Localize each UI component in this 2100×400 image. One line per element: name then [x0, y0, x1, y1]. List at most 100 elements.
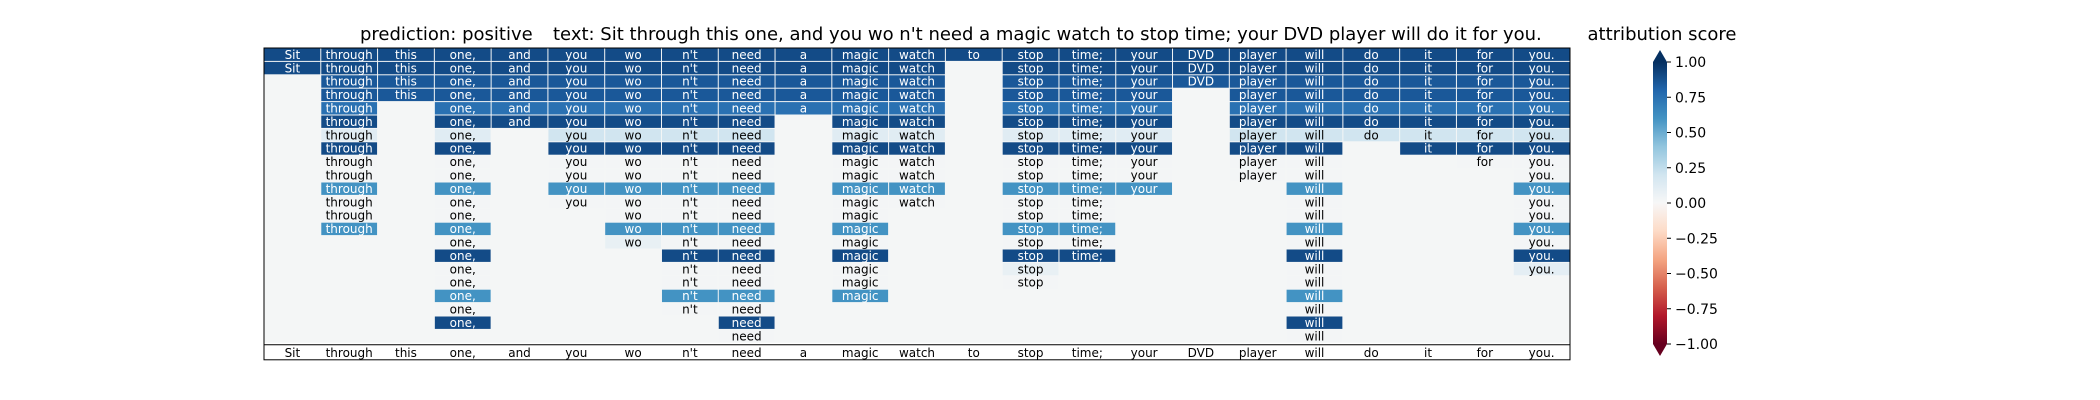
token-label: through [326, 128, 373, 142]
attribution-cell [1513, 182, 1570, 195]
token-label: magic [842, 209, 879, 223]
token-label: you [565, 142, 587, 156]
attribution-cell [434, 316, 491, 329]
attribution-cell [491, 102, 548, 115]
attribution-cell [889, 155, 945, 169]
attribution-cell [1286, 155, 1343, 169]
attribution-cell [1286, 289, 1343, 303]
token-label: wo [625, 209, 642, 223]
attribution-cell [378, 88, 434, 102]
attribution-cell [1116, 115, 1173, 128]
token-label: magic [842, 155, 879, 169]
attribution-cell [1286, 329, 1343, 343]
token-label: player [1239, 169, 1277, 183]
token-label: will [1305, 222, 1325, 236]
token-label: it [1424, 75, 1432, 89]
attribution-cell [718, 115, 775, 128]
attribution-cell [1513, 75, 1570, 88]
token-label: do [1364, 75, 1379, 89]
token-label: will [1305, 48, 1325, 62]
reference-token-label: time; [1072, 346, 1103, 360]
attribution-cell [1116, 102, 1173, 115]
colorbar: 1.00 0.75 0.50 0.25 0.00 −0.25 −0.50 −0.75 −1.00 [1653, 50, 1718, 356]
attribution-cell [1173, 61, 1229, 75]
token-label: you [565, 75, 587, 89]
token-label: stop [1018, 249, 1044, 263]
attribution-cell [661, 88, 718, 102]
attribution-cell [434, 195, 491, 209]
reference-token-label: to [968, 346, 980, 360]
token-label: one, [450, 102, 476, 116]
attribution-cell [661, 155, 718, 169]
token-label: one, [450, 88, 476, 102]
attribution-cell [1059, 115, 1116, 128]
attribution-cell [775, 88, 832, 102]
token-label: n't [682, 169, 698, 183]
token-label: stop [1018, 102, 1044, 116]
token-label: Sit [285, 48, 301, 62]
attribution-cell [1002, 195, 1059, 209]
token-label: do [1364, 115, 1379, 129]
colorbar-tick-label: 0.25 [1675, 161, 1706, 177]
token-label: through [326, 102, 373, 116]
token-label: need [732, 236, 762, 250]
reference-token-label: your [1131, 346, 1158, 360]
token-label: will [1305, 236, 1325, 250]
attribution-cell [1002, 142, 1059, 155]
token-label: player [1239, 155, 1277, 169]
attribution-cell [1059, 155, 1116, 169]
token-label: time; [1072, 195, 1103, 209]
attribution-cell [832, 195, 889, 209]
token-label: a [800, 75, 807, 89]
token-label: and [508, 61, 531, 75]
attribution-cell [1229, 142, 1286, 155]
attribution-cell [661, 276, 718, 289]
reference-token-label: and [508, 346, 531, 360]
attribution-cell [1059, 169, 1116, 182]
attribution-cell [1513, 142, 1570, 155]
attribution-cell [321, 209, 378, 222]
colorbar-tick-label: 0.50 [1675, 126, 1706, 142]
attribution-cell [718, 262, 775, 276]
attribution-cell [548, 169, 605, 182]
attribution-cell [378, 75, 434, 88]
token-label: magic [842, 289, 879, 303]
token-label: you. [1529, 236, 1555, 250]
token-label: you [565, 115, 587, 129]
token-label: player [1239, 75, 1277, 89]
token-label: through [326, 61, 373, 75]
attribution-cell [1343, 75, 1400, 88]
token-label: one, [450, 48, 476, 62]
reference-token-label: do [1364, 346, 1379, 360]
token-label: one, [450, 289, 476, 303]
attribution-cell [1286, 128, 1343, 142]
token-label: one, [450, 195, 476, 209]
token-label: wo [625, 128, 642, 142]
attribution-cell [321, 182, 378, 195]
token-label: your [1131, 155, 1158, 169]
attribution-cell [491, 48, 548, 61]
token-label: it [1424, 128, 1432, 142]
reference-token-label: for [1477, 346, 1494, 360]
attribution-cell [1002, 222, 1059, 236]
token-label: this [395, 61, 417, 75]
token-label: one, [450, 316, 476, 330]
attribution-cell [1229, 48, 1286, 61]
attribution-cell [832, 155, 889, 169]
attribution-cell [1173, 48, 1229, 61]
attribution-cell [548, 48, 605, 61]
reference-token-label: watch [899, 346, 935, 360]
attribution-cell [378, 48, 434, 61]
token-label: n't [682, 195, 698, 209]
token-label: do [1364, 61, 1379, 75]
attribution-cell [1513, 249, 1570, 262]
token-label: you. [1529, 48, 1555, 62]
attribution-cell [1286, 316, 1343, 329]
attribution-cell [548, 155, 605, 169]
token-label: time; [1072, 142, 1103, 156]
attribution-cell [1059, 88, 1116, 102]
attribution-cell [321, 115, 378, 128]
token-label: it [1424, 48, 1432, 62]
attribution-cell [1343, 102, 1400, 115]
attribution-cell [434, 236, 491, 249]
